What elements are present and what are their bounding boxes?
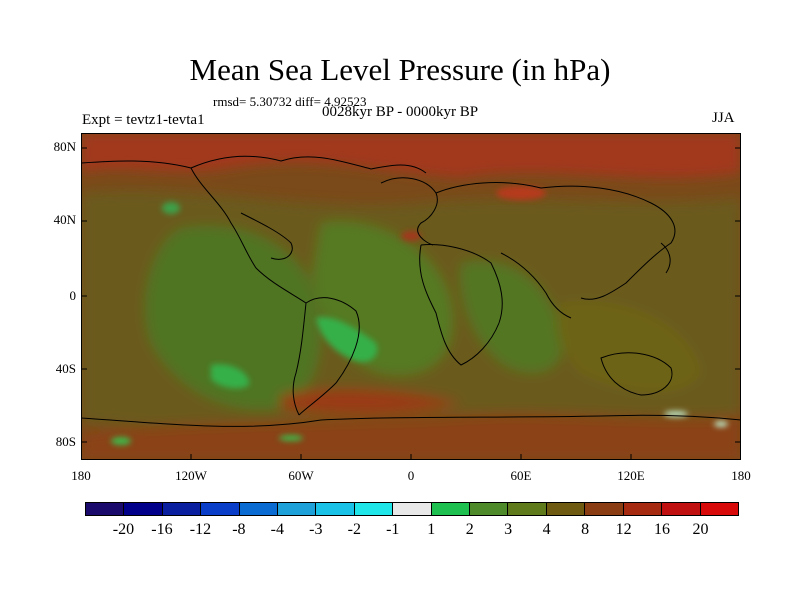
colorbar-label: -1 bbox=[386, 521, 400, 538]
colorbar-swatch bbox=[124, 503, 163, 515]
lon-label-180w: 180 bbox=[71, 468, 91, 483]
colorbar-swatch bbox=[393, 503, 432, 515]
lat-label-80n: 80N bbox=[53, 139, 76, 154]
colorbar-swatch bbox=[162, 503, 202, 515]
colorbar-label: -12 bbox=[189, 521, 212, 538]
colorbar-label: 1 bbox=[427, 521, 436, 538]
colorbar-label: 12 bbox=[615, 521, 632, 538]
map-panel bbox=[81, 133, 741, 460]
colorbar-swatch bbox=[700, 503, 738, 515]
lon-label-120e: 120E bbox=[617, 468, 645, 483]
colorbar-label: 2 bbox=[465, 521, 474, 538]
lon-label-60w: 60W bbox=[288, 468, 314, 483]
colorbar-swatch bbox=[201, 503, 240, 515]
colorbar-swatch bbox=[662, 503, 701, 515]
experiment-label: Expt = tevtz1-tevta1 bbox=[82, 112, 205, 128]
period-label: 0028kyr BP - 0000kyr BP bbox=[322, 104, 479, 120]
lat-label-0: 0 bbox=[69, 288, 77, 303]
colorbar-swatch bbox=[585, 503, 624, 515]
colorbar-swatch bbox=[431, 503, 471, 515]
colorbar-swatch bbox=[239, 503, 279, 515]
season-label: JJA bbox=[712, 110, 735, 126]
colorbar-swatch bbox=[623, 503, 663, 515]
colorbar-label: -3 bbox=[309, 521, 323, 538]
colorbar-swatch bbox=[316, 503, 355, 515]
lon-label-120w: 120W bbox=[175, 468, 207, 483]
colorbar-swatch bbox=[508, 503, 547, 515]
colorbar-label: 4 bbox=[542, 521, 551, 538]
colorbar-label: -16 bbox=[151, 521, 173, 538]
stats-label: rmsd= 5.30732 diff= 4.92523 bbox=[213, 94, 367, 109]
colorbar-label: 8 bbox=[581, 521, 590, 538]
colorbar-swatch bbox=[470, 503, 509, 515]
colorbar-swatch bbox=[354, 503, 394, 515]
lat-label-40n: 40N bbox=[53, 212, 76, 227]
colorbar-swatch bbox=[546, 503, 586, 515]
pressure-map bbox=[81, 133, 741, 460]
colorbar-label: 16 bbox=[654, 521, 671, 538]
lat-label-40s: 40S bbox=[55, 361, 76, 376]
colorbar-swatch bbox=[278, 503, 317, 515]
colorbar-swatch bbox=[86, 503, 125, 515]
colorbar-label: -4 bbox=[270, 521, 284, 538]
colorbar bbox=[85, 502, 739, 516]
lon-label-0: 0 bbox=[407, 468, 415, 483]
colorbar-label: -2 bbox=[347, 521, 361, 538]
lat-label-80s: 80S bbox=[55, 434, 76, 449]
field-highlights bbox=[111, 186, 728, 445]
colorbar-label: 3 bbox=[504, 521, 513, 538]
lon-label-180e: 180 bbox=[731, 468, 751, 483]
colorbar-label: -8 bbox=[232, 521, 246, 538]
axis-ticks bbox=[81, 147, 741, 460]
coastlines bbox=[81, 155, 741, 427]
colorbar-label: -20 bbox=[112, 521, 135, 538]
colorbar-label: 20 bbox=[692, 521, 709, 538]
lon-label-60e: 60E bbox=[510, 468, 532, 483]
map-title: Mean Sea Level Pressure (in hPa) bbox=[189, 52, 611, 87]
